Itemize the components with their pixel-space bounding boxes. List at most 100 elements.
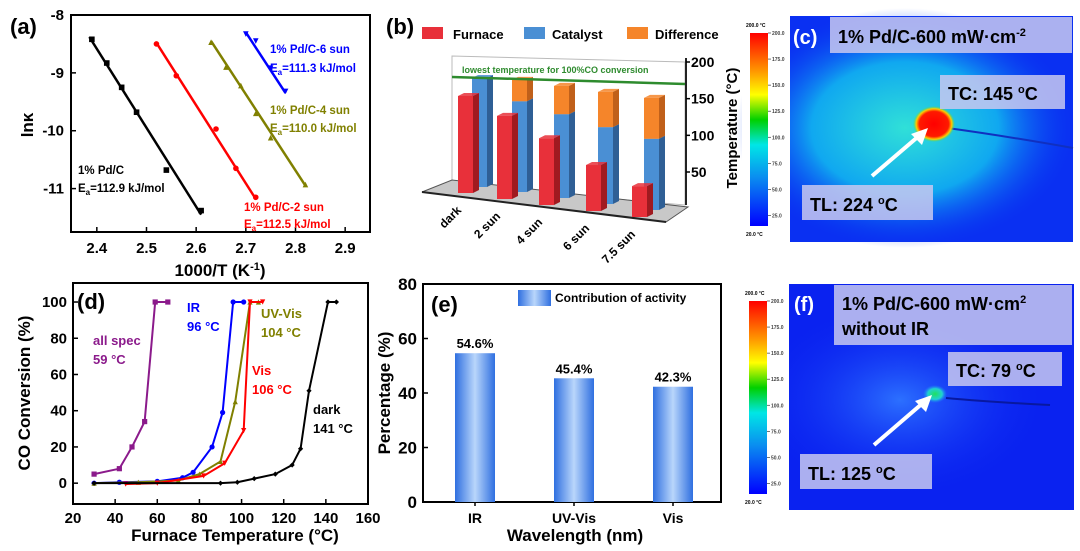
y-tick-label: -11 — [43, 181, 64, 198]
tc-box — [940, 75, 1065, 109]
data-point — [306, 388, 312, 394]
panel-a-arrhenius-plot: (a) 2.4 2.5 2.6 2.7 2.8 2.9 -8 -9 -10 -11 lnκ 100… — [10, 7, 371, 280]
data-point — [222, 460, 228, 466]
ea-2sun: Ea=112.5 kJ/mol — [244, 219, 331, 233]
data-point — [333, 299, 339, 305]
x-tick-label: Vis — [663, 510, 684, 526]
fit-line — [210, 40, 307, 187]
y-tick-label: 80 — [50, 330, 67, 347]
arrow-head-icon — [911, 128, 928, 145]
x-axis-label: Furnace Temperature (°C) — [131, 526, 339, 545]
bar-furnace-side — [473, 92, 479, 193]
series-uv-vis — [91, 299, 262, 486]
bar-difference-side — [613, 88, 619, 128]
x-tick-label: IR — [468, 510, 482, 526]
bar-furnace-top — [632, 183, 653, 187]
bar-difference — [598, 88, 619, 128]
data-point — [223, 64, 229, 70]
temp-dark: 141 °C — [313, 421, 354, 436]
title-box — [830, 17, 1072, 53]
scale-tick-label: 50.0 — [772, 187, 782, 193]
arrow-head-icon — [915, 395, 932, 412]
plot-frame — [70, 14, 371, 233]
label-vis: Vis — [252, 363, 271, 378]
scale-tick-label: 25.0 — [771, 482, 781, 488]
bar-catalyst-side — [659, 135, 665, 210]
data-point — [129, 444, 135, 450]
tc-readout: TC: 79 oC — [956, 361, 1036, 381]
label-ir: IR — [187, 300, 201, 315]
bar-furnace-front — [539, 138, 554, 205]
y-tick-label: 150 — [691, 91, 715, 107]
reference-line — [451, 75, 686, 86]
series-all-spec — [91, 299, 171, 477]
bar-difference-front — [512, 79, 527, 102]
legend-furnace: Furnace — [453, 27, 504, 42]
bar-furnace-side — [601, 162, 607, 211]
legend-swatch-catalyst — [524, 27, 545, 39]
bar-furnace-side — [647, 183, 653, 217]
data-point — [252, 110, 259, 117]
temp-vis: 106 °C — [252, 382, 293, 397]
series-1-pd-c — [88, 36, 204, 216]
tl-box — [800, 454, 932, 489]
bar-value-label: 45.4% — [556, 361, 593, 376]
data-point — [103, 60, 110, 66]
scale-top: 200.0 °C — [746, 23, 766, 29]
bar-difference-side — [569, 82, 575, 115]
data-point — [173, 72, 180, 79]
data-point — [282, 88, 289, 95]
bar — [554, 378, 594, 502]
data-point — [142, 418, 148, 425]
bar-furnace-top — [539, 135, 560, 139]
x-axis-line — [421, 191, 667, 223]
data-point — [165, 299, 171, 305]
ea-dark: Ea=112.9 kJ/mol — [78, 183, 165, 197]
scale-tick-label: 75.0 — [772, 161, 782, 167]
y-tick-label: 60 — [50, 366, 67, 383]
arrow-shaft — [872, 400, 926, 447]
bar-furnace — [539, 135, 560, 205]
data-point — [238, 82, 244, 89]
data-point — [213, 126, 219, 132]
data-point — [247, 299, 253, 305]
series-ir — [91, 299, 247, 486]
label-6sun: 1% Pd/C-6 sun — [270, 44, 350, 56]
scale-tick-label: 200.0 — [771, 299, 784, 305]
panel-f-thermal-image: 200.0 °C 20.0 °C 200.0 175.0 150.0 125.0 100… — [741, 284, 1074, 510]
category-label: dark — [436, 203, 464, 231]
y-tick-label: -8 — [51, 7, 64, 24]
fit-line — [244, 31, 287, 94]
data-point — [133, 109, 140, 116]
fit-line — [88, 36, 203, 216]
bar-difference-side — [659, 94, 665, 139]
bar-difference-front — [644, 97, 659, 139]
x-tick-label: 2.7 — [235, 240, 256, 257]
category-label: 4 sun — [513, 215, 545, 247]
panel-b-label: (b) — [386, 14, 414, 39]
tl-readout: TL: 224 oC — [810, 195, 898, 215]
y-axis-label: Temperature (°C) — [724, 68, 741, 189]
y-axis-label: Percentage (%) — [375, 332, 394, 455]
bar-difference-top — [554, 82, 575, 86]
label-dark: 1% Pd/C — [78, 165, 124, 177]
bar-catalyst-side — [487, 75, 493, 187]
data-point — [267, 65, 274, 72]
data-point — [190, 469, 196, 475]
data-point — [153, 41, 160, 47]
data-point — [220, 409, 226, 416]
legend-catalyst: Catalyst — [552, 27, 603, 42]
data-point — [272, 471, 278, 477]
bar-difference-top — [644, 94, 665, 98]
y-tick-label: 100 — [691, 127, 715, 143]
x-tick-label: 2.6 — [186, 240, 207, 257]
y-tick-label: 40 — [398, 384, 417, 403]
bar-difference — [644, 94, 665, 139]
data-point — [163, 167, 170, 173]
temp-uv-vis: 104 °C — [261, 325, 302, 340]
y-tick-label: 40 — [50, 403, 67, 420]
data-point — [91, 471, 97, 477]
x-tick-label: UV-Vis — [552, 510, 596, 526]
tc-box — [948, 352, 1062, 386]
